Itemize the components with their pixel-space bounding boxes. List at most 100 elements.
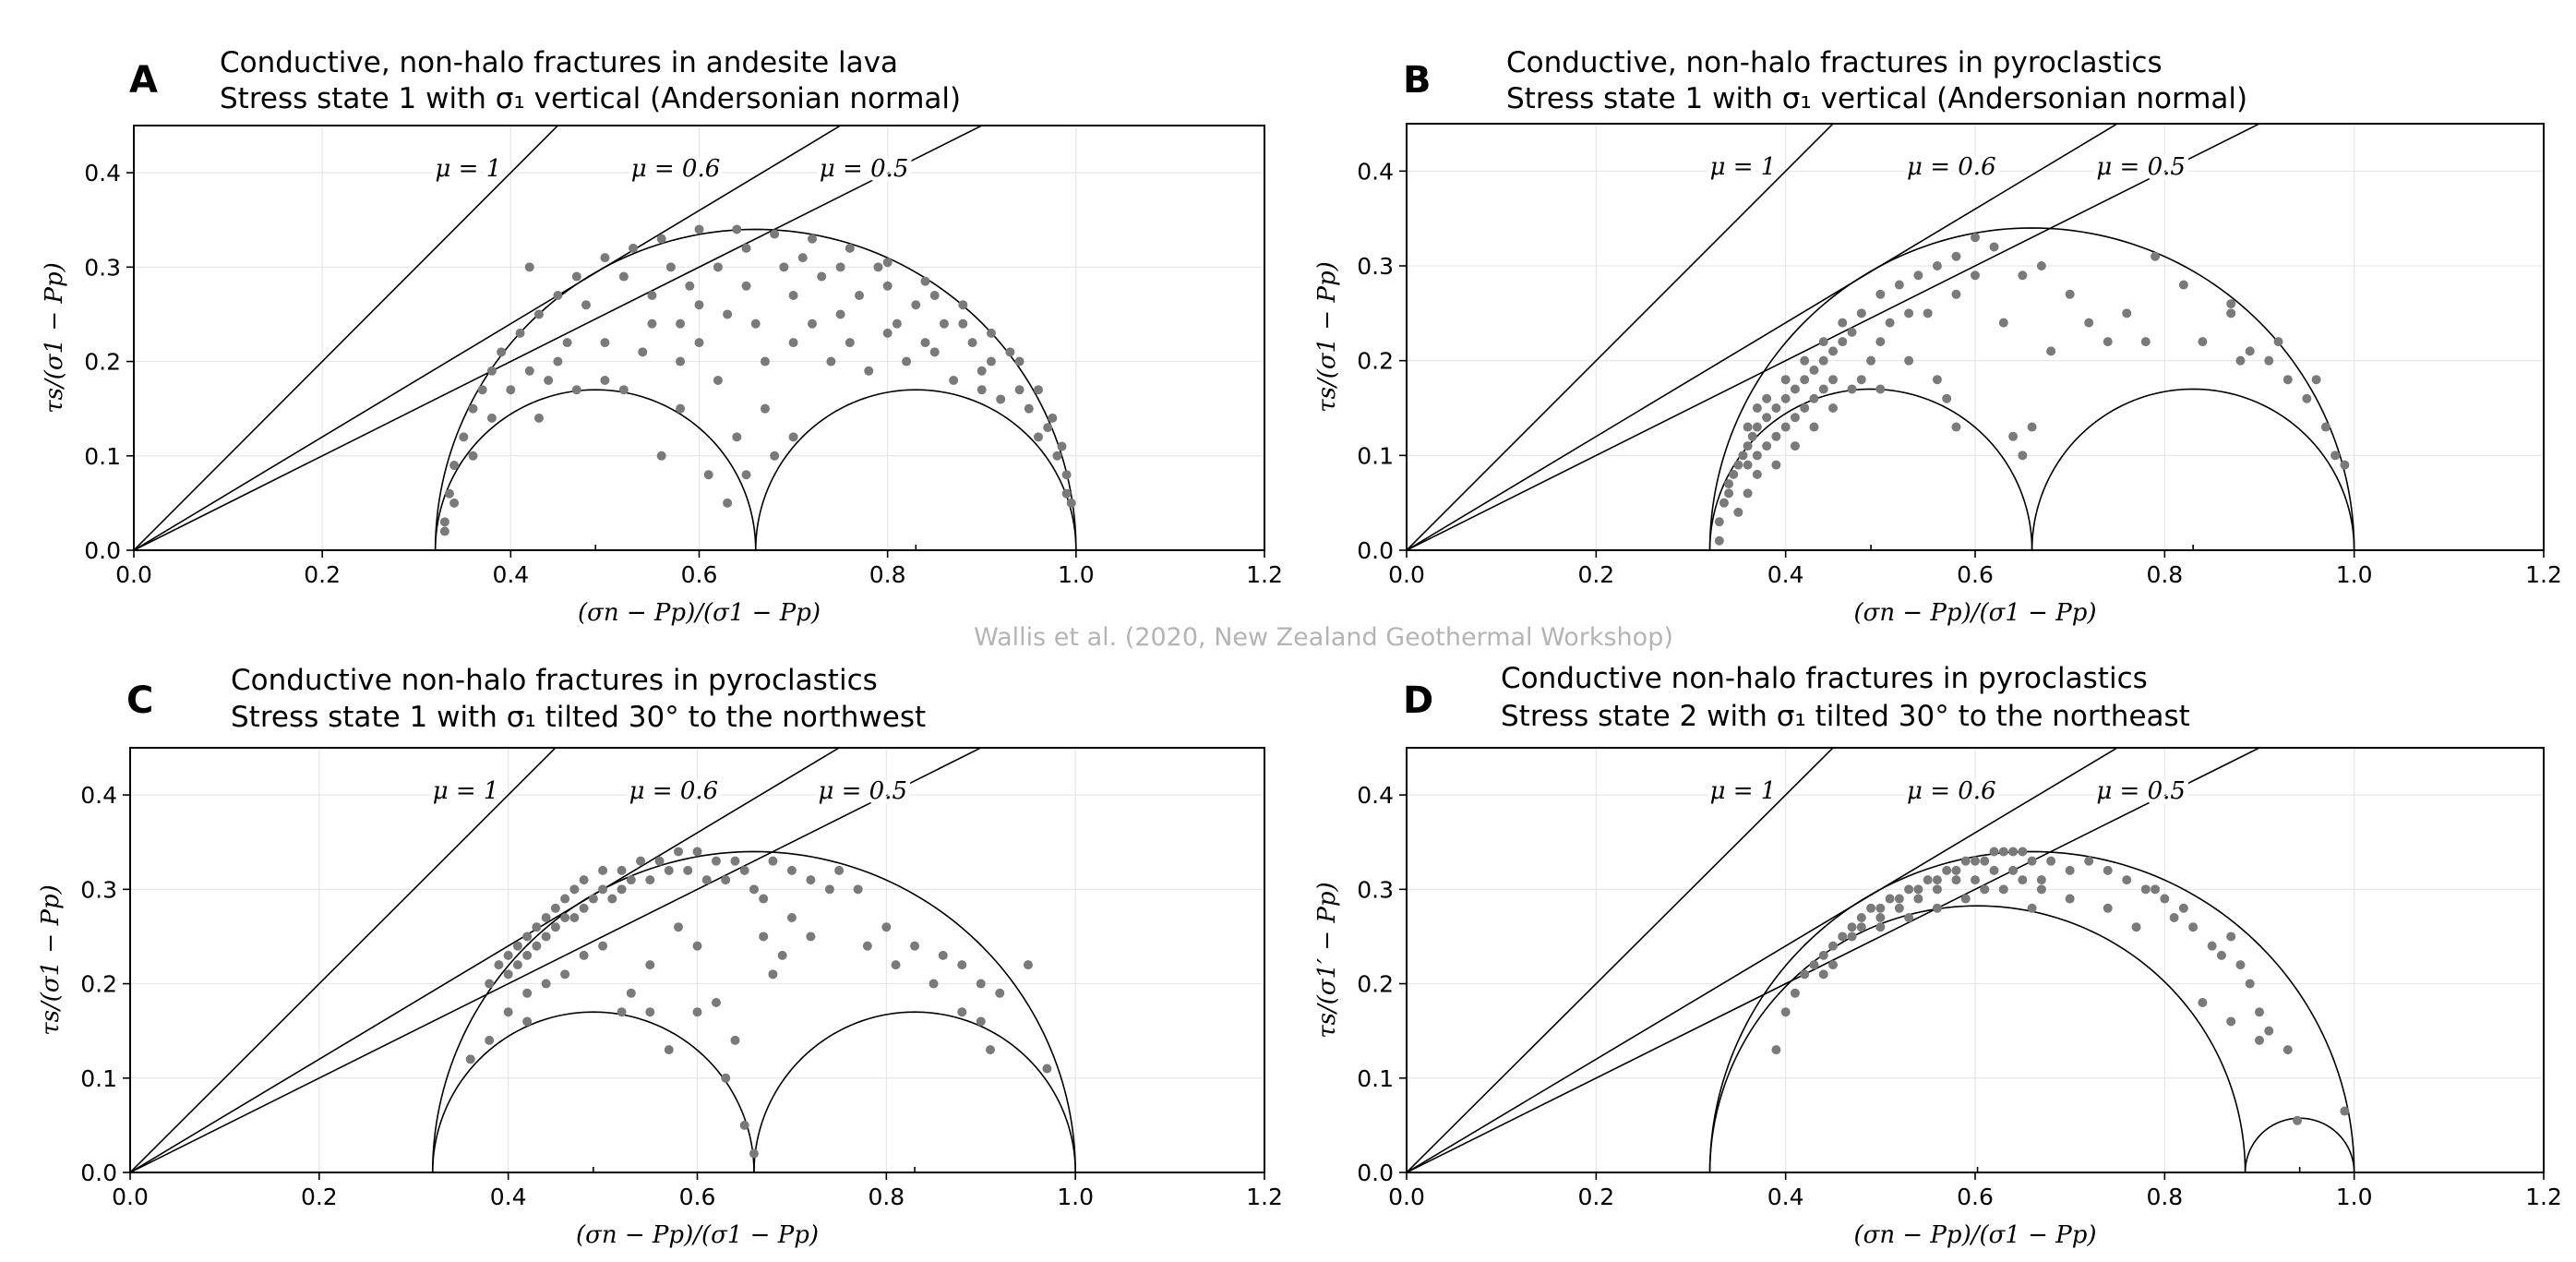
- y-tick-label: 0.2: [1357, 348, 1394, 375]
- y-tick-label: 0.2: [84, 349, 121, 376]
- data-point: [569, 913, 580, 922]
- data-point: [779, 262, 789, 272]
- data-point: [533, 413, 544, 423]
- data-point: [1828, 375, 1838, 385]
- data-point: [1828, 403, 1838, 413]
- panel-title-line-2: Stress state 1 with σ₁ vertical (Anderso…: [1506, 82, 2247, 115]
- data-point: [618, 271, 629, 282]
- data-point: [617, 1007, 627, 1017]
- data-point: [1998, 884, 2008, 895]
- data-point: [1800, 403, 1810, 413]
- y-tick-label: 0.3: [1357, 253, 1394, 280]
- y-axis-label: τs/(σ1 − Pp): [41, 262, 68, 414]
- y-tick-label: 0.1: [1357, 1065, 1394, 1092]
- x-axis-label: (σn − Pp)/(σ1 − Pp): [1853, 599, 2096, 627]
- data-point: [1818, 950, 1828, 960]
- data-point: [553, 291, 563, 300]
- data-point: [685, 281, 695, 291]
- data-point: [958, 300, 968, 310]
- data-points: [1771, 847, 2350, 1125]
- data-point: [617, 865, 627, 875]
- data-point: [1885, 318, 1895, 328]
- panel-title-line-1: Conductive, non-halo fractures in andesi…: [220, 46, 898, 79]
- mu-label: μ = 1: [433, 777, 499, 805]
- data-point: [553, 356, 563, 367]
- data-point: [732, 224, 742, 234]
- data-point: [741, 281, 751, 291]
- data-point: [902, 356, 912, 367]
- data-point: [1724, 488, 1734, 499]
- data-point: [2235, 355, 2246, 366]
- data-point: [768, 856, 778, 866]
- data-point: [1771, 403, 1781, 413]
- data-point: [1762, 393, 1772, 403]
- friction-line-mu-0.6: [1407, 748, 2119, 1172]
- data-point: [1838, 337, 1848, 347]
- mu-label: μ = 0.6: [1907, 777, 1996, 805]
- data-point: [882, 281, 893, 291]
- data-point: [439, 517, 449, 527]
- data-point: [1847, 327, 1857, 337]
- x-tick-label: 0.0: [1388, 1184, 1425, 1210]
- data-point: [976, 385, 987, 395]
- data-point: [1828, 346, 1838, 356]
- data-point: [1866, 355, 1876, 366]
- data-point: [824, 884, 834, 895]
- data-point: [1738, 451, 1748, 461]
- data-point: [1951, 289, 1961, 299]
- data-point: [468, 403, 478, 414]
- data-point: [439, 526, 449, 536]
- panel-letter: B: [1403, 59, 1432, 102]
- y-tick-label: 0.1: [84, 443, 121, 470]
- data-point: [532, 941, 542, 951]
- data-point: [2103, 865, 2113, 875]
- data-point: [2311, 375, 2321, 385]
- data-point: [788, 338, 798, 348]
- data-point: [721, 875, 731, 885]
- data-point: [723, 498, 733, 508]
- data-point: [569, 884, 580, 895]
- data-point: [2018, 451, 2028, 461]
- data-point: [2140, 337, 2151, 347]
- data-point: [808, 319, 817, 329]
- y-tick-label: 0.0: [84, 537, 121, 564]
- mu-label: μ = 0.5: [2096, 153, 2186, 181]
- x-tick-label: 0.2: [304, 561, 341, 588]
- data-points: [1714, 233, 2350, 546]
- data-point: [768, 969, 778, 980]
- data-point: [1828, 941, 1838, 951]
- data-point: [1989, 865, 1999, 875]
- data-point: [1014, 385, 1024, 395]
- x-tick-label: 0.6: [1957, 561, 1994, 588]
- data-point: [598, 884, 608, 895]
- data-point: [786, 913, 797, 922]
- x-tick-label: 0.8: [2146, 561, 2183, 588]
- data-point: [1971, 233, 1980, 243]
- data-point: [1923, 308, 1933, 319]
- data-point: [1800, 969, 1810, 980]
- y-tick-label: 0.4: [80, 782, 117, 809]
- data-point: [1989, 847, 1999, 857]
- data-point: [2122, 308, 2132, 319]
- data-point: [845, 243, 855, 253]
- data-point: [1714, 535, 1724, 546]
- data-point: [976, 979, 986, 989]
- data-point: [1875, 913, 1886, 922]
- data-point: [1057, 441, 1067, 451]
- data-point: [2065, 289, 2075, 299]
- data-point: [1913, 270, 1923, 281]
- x-tick-label: 1.0: [2336, 561, 2373, 588]
- data-point: [676, 319, 686, 329]
- data-point: [986, 328, 996, 338]
- y-axis-label: τs/(σ1 − Pp): [37, 884, 65, 1036]
- data-point: [515, 328, 525, 338]
- data-point: [638, 347, 648, 357]
- data-point: [2264, 1026, 2274, 1036]
- data-point: [976, 1016, 986, 1027]
- data-point: [1762, 441, 1772, 451]
- data-point: [2065, 865, 2075, 875]
- data-point: [588, 894, 598, 904]
- data-point: [532, 922, 542, 932]
- friction-line-mu-0.6: [1407, 124, 2119, 550]
- data-point: [2046, 346, 2056, 356]
